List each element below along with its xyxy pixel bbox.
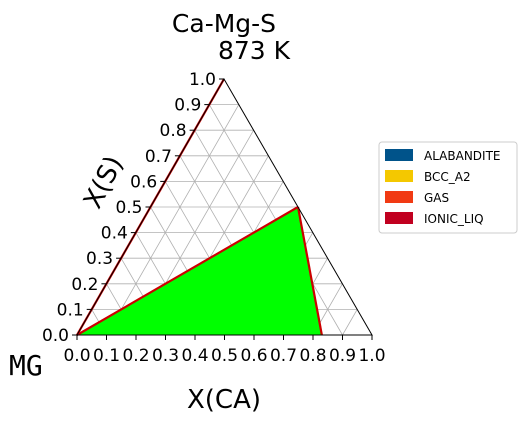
phase-regions — [77, 207, 322, 335]
legend-frame — [378, 141, 518, 234]
legend-swatch — [385, 212, 413, 224]
legend-swatch — [385, 149, 413, 161]
y-tick-label: 0.4 — [101, 224, 128, 244]
phase-boundary — [296, 206, 323, 336]
chart-title: Ca-Mg-S — [172, 9, 276, 38]
y-tick-label: 0.2 — [71, 275, 98, 295]
legend-label: GAS — [424, 191, 449, 205]
x-tick-label: 0.9 — [329, 346, 356, 366]
legend: ALABANDITE BCC_A2 GAS IONIC_LIQ — [378, 141, 518, 234]
x-tick-label: 0.5 — [211, 346, 238, 366]
grid-line — [106, 104, 240, 336]
y-tick-labels: 0.0 0.1 0.2 0.3 0.4 0.5 0.6 0.7 0.8 0.9 1.0 — [42, 70, 224, 346]
x-tick-label: 0.8 — [299, 346, 326, 366]
legend-swatch — [385, 170, 413, 182]
phase-region — [77, 207, 322, 335]
phase-boundary — [76, 206, 299, 336]
y-tick-label: 1.0 — [189, 70, 216, 90]
y-tick-label: 0.3 — [86, 249, 113, 269]
x-tick-label: 0.0 — [63, 346, 90, 366]
x-tick-label: 0.6 — [240, 346, 267, 366]
y-tick-label: 0.1 — [57, 300, 84, 320]
x-tick-label: 0.4 — [181, 346, 208, 366]
legend-swatch — [385, 191, 413, 203]
y-tick-label: 0.7 — [145, 147, 172, 167]
y-tick-label: 0.5 — [115, 198, 142, 218]
x-axis-label: X(CA) — [187, 385, 261, 415]
x-tick-label: 0.7 — [270, 346, 297, 366]
y-tick-label: 0.6 — [130, 172, 157, 192]
x-tick-label: 0.3 — [152, 346, 179, 366]
x-tick-label: 0.1 — [93, 346, 120, 366]
grid-line — [342, 309, 358, 336]
legend-label: IONIC_LIQ — [424, 212, 484, 226]
legend-label: ALABANDITE — [424, 149, 501, 163]
corner-label-mg: MG — [9, 349, 43, 382]
y-tick-label: 0.8 — [160, 121, 187, 141]
y-tick-label: 0.0 — [42, 326, 69, 346]
x-tick-label: 0.2 — [122, 346, 149, 366]
chart-subtitle: 873 K — [218, 36, 291, 65]
x-tick-label: 1.0 — [358, 346, 385, 366]
legend-label: BCC_A2 — [424, 170, 471, 184]
x-tick-labels: 0.0 0.1 0.2 0.3 0.4 0.5 0.6 0.7 0.8 0.9 1.0 — [63, 335, 386, 366]
y-tick-label: 0.9 — [174, 96, 201, 116]
